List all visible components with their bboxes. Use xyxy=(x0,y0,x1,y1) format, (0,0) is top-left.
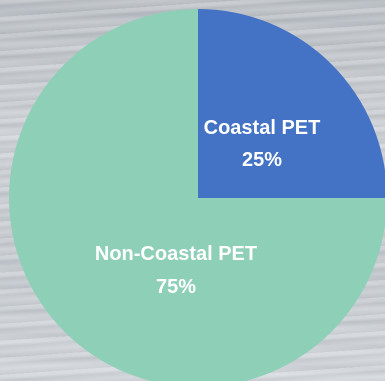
slice-value-1: 25% xyxy=(242,149,282,171)
pie-slice-1 xyxy=(198,9,385,198)
slice-label-2: Non-Coastal PET xyxy=(95,243,257,265)
pie-slice-2 xyxy=(9,9,385,381)
slice-label-1: Coastal PET xyxy=(204,117,321,139)
slice-value-2: 75% xyxy=(156,276,196,298)
